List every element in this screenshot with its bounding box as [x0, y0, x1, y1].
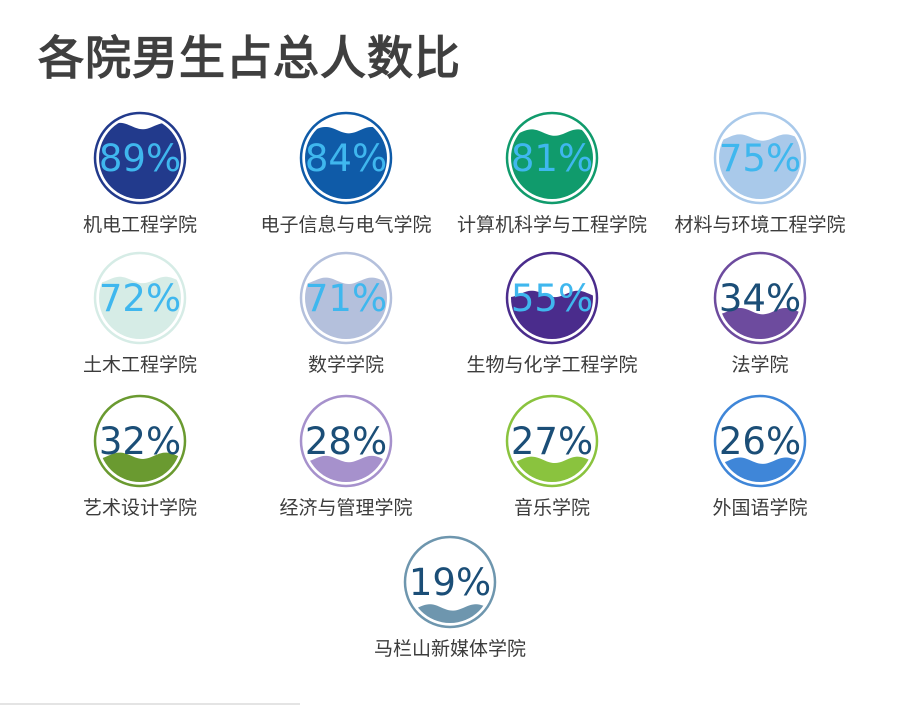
percent-label: 27%: [511, 420, 593, 463]
gauge-ring: [713, 394, 807, 488]
category-label: 电子信息与电气学院: [260, 214, 431, 236]
percent-label: 75%: [719, 137, 801, 180]
liquid-gauge: 89% 机电工程学院: [83, 111, 197, 236]
gauge-ring: [505, 111, 599, 205]
percent-label: 32%: [99, 420, 181, 463]
percent-label: 55%: [511, 277, 593, 320]
category-label: 机电工程学院: [83, 214, 197, 236]
gauge-ring: [505, 251, 599, 345]
category-label: 生物与化学工程学院: [466, 354, 637, 376]
percent-label: 26%: [719, 420, 801, 463]
liquid-fill: [409, 604, 491, 623]
liquid-gauge: 72% 土木工程学院: [83, 251, 197, 376]
percent-label: 89%: [99, 137, 181, 180]
gauge-ring: [713, 251, 807, 345]
gauge-ring: [299, 251, 393, 345]
liquid-gauge: 34% 法学院: [713, 251, 807, 376]
liquid-gauge: 27% 音乐学院: [505, 394, 599, 519]
percent-label: 72%: [99, 277, 181, 320]
liquid-gauge: 84% 电子信息与电气学院: [260, 111, 432, 236]
liquid-gauge: 26% 外国语学院: [712, 394, 808, 519]
category-label: 计算机科学与工程学院: [457, 214, 647, 236]
category-label: 材料与环境工程学院: [674, 214, 845, 236]
percent-label: 81%: [511, 137, 593, 180]
category-label: 数学学院: [308, 354, 384, 376]
percent-label: 28%: [305, 420, 387, 463]
liquid-gauge: 19% 马栏山新媒体学院: [374, 535, 526, 660]
gauge-ring: [299, 394, 393, 488]
liquid-fill: [305, 455, 387, 482]
category-label: 音乐学院: [514, 497, 590, 519]
percent-label: 71%: [305, 277, 387, 320]
gauge-ring: [505, 394, 599, 488]
liquid-gauge: 75% 材料与环境工程学院: [674, 111, 846, 236]
category-label: 马栏山新媒体学院: [374, 638, 526, 660]
chart-title: 各院男生占总人数比: [38, 31, 461, 85]
gauge-ring: [93, 251, 187, 345]
category-label: 经济与管理学院: [279, 497, 412, 519]
liquid-gauge: 81% 计算机科学与工程学院: [457, 111, 647, 236]
gauge-ring: [93, 394, 187, 488]
gauge-ring: [299, 111, 393, 205]
percent-label: 84%: [305, 137, 387, 180]
liquid-gauge: 32% 艺术设计学院: [83, 394, 197, 519]
gauge-ring: [93, 111, 187, 205]
liquid-gauge: 55% 生物与化学工程学院: [466, 251, 638, 376]
category-label: 艺术设计学院: [83, 497, 197, 519]
category-label: 法学院: [731, 354, 788, 376]
percent-label: 19%: [409, 561, 491, 604]
bottom-divider: [0, 703, 300, 705]
category-label: 土木工程学院: [83, 354, 197, 376]
liquid-fill: [511, 129, 593, 199]
percent-label: 34%: [719, 277, 801, 320]
liquid-gauge: 71% 数学学院: [299, 251, 393, 376]
liquid-fill: [511, 456, 593, 482]
liquid-gauge: 28% 经济与管理学院: [279, 394, 413, 519]
liquid-fill: [719, 457, 801, 482]
liquid-fill: [99, 122, 181, 199]
category-label: 外国语学院: [712, 497, 807, 519]
gauge-ring: [713, 111, 807, 205]
liquid-fill: [305, 126, 387, 199]
gauge-ring: [403, 535, 497, 629]
liquid-fill: [99, 452, 181, 482]
